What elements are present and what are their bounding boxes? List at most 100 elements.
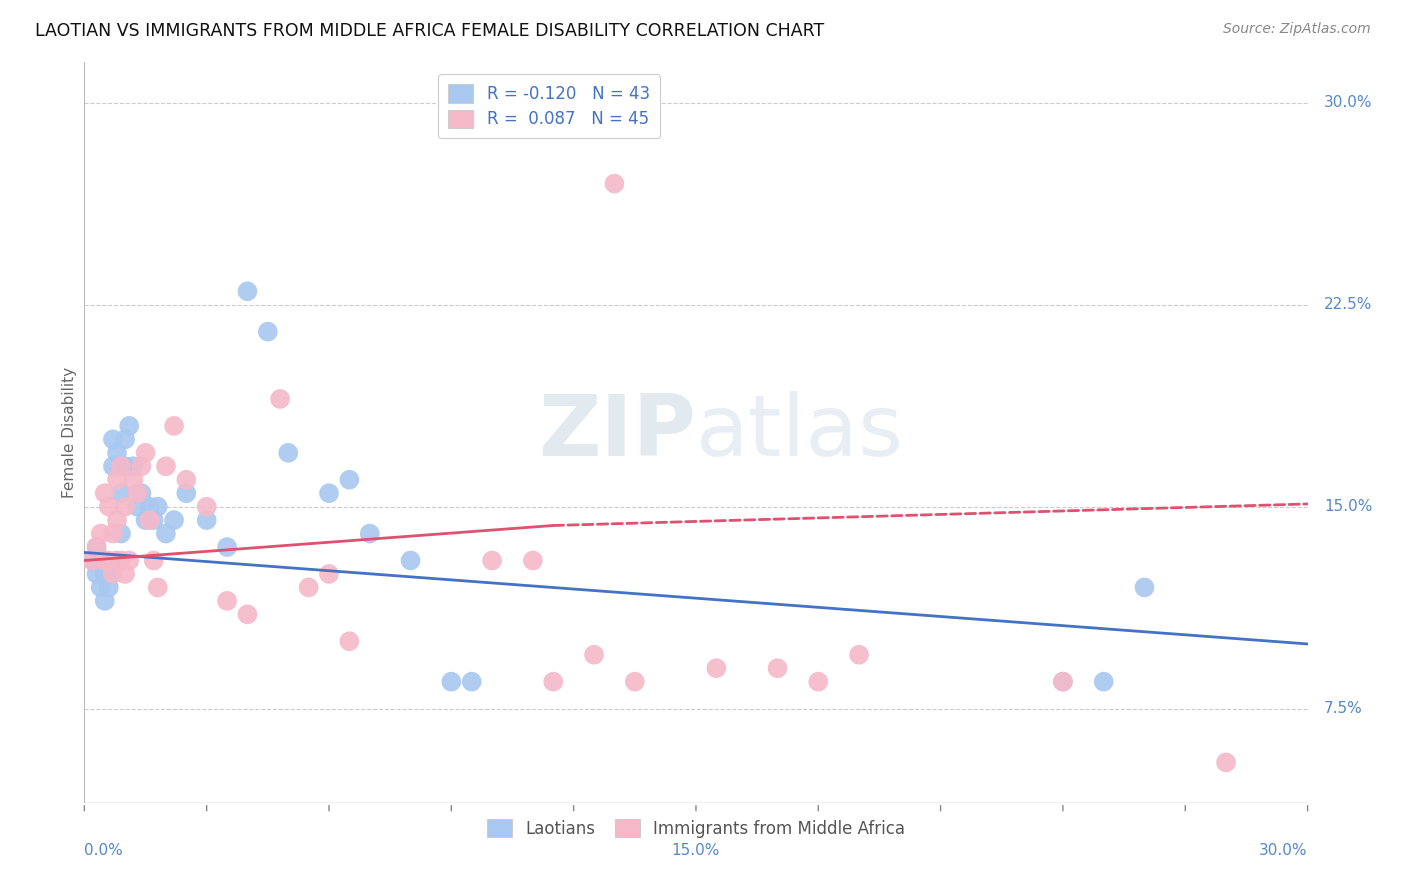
Text: 15.0%: 15.0% — [1324, 500, 1372, 514]
Point — [90, 526, 112, 541]
Point — [110, 553, 132, 567]
Point — [461, 674, 484, 689]
Point — [86, 566, 108, 581]
Point — [603, 177, 626, 191]
Point — [807, 674, 830, 689]
Point — [257, 325, 280, 339]
Point — [399, 553, 422, 567]
Point — [93, 553, 115, 567]
Point — [1092, 674, 1115, 689]
Point — [114, 433, 136, 447]
Point — [101, 566, 124, 581]
Point — [195, 500, 218, 514]
Point — [277, 446, 299, 460]
Point — [146, 500, 169, 514]
Point — [138, 513, 160, 527]
Legend: Laotians, Immigrants from Middle Africa: Laotians, Immigrants from Middle Africa — [478, 811, 914, 847]
Point — [118, 418, 141, 433]
Text: LAOTIAN VS IMMIGRANTS FROM MIDDLE AFRICA FEMALE DISABILITY CORRELATION CHART: LAOTIAN VS IMMIGRANTS FROM MIDDLE AFRICA… — [35, 22, 824, 40]
Point — [217, 540, 239, 554]
Point — [440, 674, 463, 689]
Point — [114, 566, 136, 581]
Point — [195, 513, 218, 527]
Point — [1133, 581, 1156, 595]
Point — [1052, 674, 1074, 689]
Y-axis label: Female Disability: Female Disability — [62, 367, 77, 499]
Point — [97, 553, 120, 567]
Point — [1215, 756, 1237, 770]
Point — [86, 540, 108, 554]
Text: 30.0%: 30.0% — [1260, 843, 1308, 858]
Point — [97, 581, 120, 595]
Point — [135, 446, 157, 460]
Point — [236, 285, 259, 299]
Point — [339, 473, 361, 487]
Point — [105, 473, 128, 487]
Point — [155, 526, 177, 541]
Point — [339, 634, 361, 648]
Text: 30.0%: 30.0% — [1324, 95, 1372, 111]
Point — [131, 459, 153, 474]
Point — [138, 500, 160, 514]
Point — [163, 418, 186, 433]
Point — [101, 459, 124, 474]
Point — [359, 526, 381, 541]
Text: Source: ZipAtlas.com: Source: ZipAtlas.com — [1223, 22, 1371, 37]
Point — [155, 459, 177, 474]
Text: 15.0%: 15.0% — [672, 843, 720, 858]
Point — [97, 566, 120, 581]
Point — [142, 553, 165, 567]
Point — [93, 594, 115, 608]
Point — [82, 553, 104, 567]
Point — [90, 581, 112, 595]
Point — [114, 500, 136, 514]
Point — [848, 648, 870, 662]
Point — [706, 661, 728, 675]
Point — [93, 553, 115, 567]
Point — [583, 648, 606, 662]
Point — [1052, 674, 1074, 689]
Point — [236, 607, 259, 622]
Point — [318, 486, 340, 500]
Point — [163, 513, 186, 527]
Point — [522, 553, 544, 567]
Point — [766, 661, 789, 675]
Text: ZIP: ZIP — [538, 391, 696, 475]
Point — [174, 486, 197, 500]
Text: 22.5%: 22.5% — [1324, 297, 1372, 312]
Point — [105, 553, 128, 567]
Point — [127, 486, 149, 500]
Point — [110, 526, 132, 541]
Text: atlas: atlas — [696, 391, 904, 475]
Point — [481, 553, 503, 567]
Point — [86, 540, 108, 554]
Point — [269, 392, 291, 406]
Point — [97, 500, 120, 514]
Point — [122, 459, 145, 474]
Point — [105, 446, 128, 460]
Point — [142, 513, 165, 527]
Point — [105, 513, 128, 527]
Point — [135, 513, 157, 527]
Point — [101, 526, 124, 541]
Point — [131, 486, 153, 500]
Point — [122, 473, 145, 487]
Point — [543, 674, 565, 689]
Point — [174, 473, 197, 487]
Text: 7.5%: 7.5% — [1324, 701, 1362, 716]
Point — [110, 486, 132, 500]
Point — [93, 486, 115, 500]
Point — [110, 459, 132, 474]
Point — [318, 566, 340, 581]
Point — [101, 433, 124, 447]
Point — [127, 500, 149, 514]
Point — [298, 581, 321, 595]
Point — [624, 674, 647, 689]
Point — [114, 459, 136, 474]
Point — [82, 553, 104, 567]
Point — [118, 553, 141, 567]
Point — [146, 581, 169, 595]
Point — [90, 553, 112, 567]
Point — [217, 594, 239, 608]
Point — [93, 566, 115, 581]
